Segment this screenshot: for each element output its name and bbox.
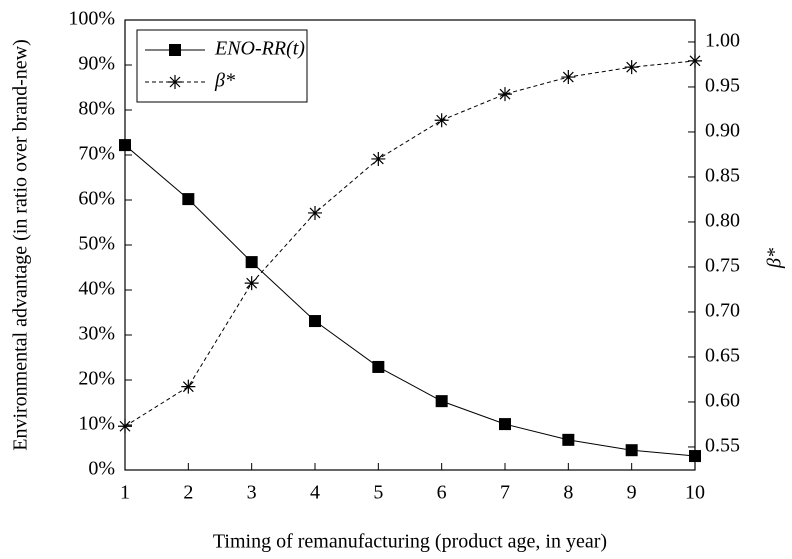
marker — [561, 70, 576, 85]
marker — [562, 433, 575, 446]
x-axis-label: Timing of remanufacturing (product age, … — [213, 531, 607, 553]
y2-tick-label: 0.75 — [705, 255, 740, 277]
marker — [498, 87, 512, 102]
marker — [308, 205, 322, 220]
legend-marker — [169, 44, 181, 56]
legend-marker — [168, 75, 182, 89]
marker — [244, 276, 259, 291]
y-tick-label: 80% — [78, 98, 115, 120]
x-tick-label: 6 — [437, 482, 447, 504]
marker — [182, 193, 195, 206]
y2-axis-label: β* — [764, 248, 786, 269]
y-tick-label: 40% — [78, 278, 115, 300]
marker — [372, 360, 385, 373]
y2-tick-label: 0.80 — [705, 210, 740, 232]
y-tick-label: 0% — [88, 458, 115, 480]
x-tick-label: 7 — [500, 482, 510, 504]
marker — [688, 53, 702, 68]
x-tick-label: 3 — [247, 482, 257, 504]
marker — [118, 419, 132, 434]
y-tick-label: 50% — [78, 233, 115, 255]
x-tick-label: 1 — [120, 482, 130, 504]
y2-tick-label: 0.85 — [705, 165, 740, 187]
marker — [371, 151, 386, 166]
y2-tick-label: 0.65 — [705, 345, 740, 367]
y-tick-label: 20% — [78, 368, 115, 390]
marker — [624, 60, 639, 75]
y-tick-label: 100% — [68, 8, 115, 30]
marker — [499, 418, 511, 431]
x-tick-label: 4 — [310, 482, 320, 504]
y-tick-label: 60% — [78, 188, 115, 210]
marker — [689, 450, 701, 463]
marker — [309, 315, 321, 328]
y2-tick-label: 1.00 — [705, 30, 740, 52]
marker — [245, 256, 258, 269]
legend-label: ENO-RR(t) — [214, 38, 305, 60]
x-tick-label: 5 — [373, 482, 383, 504]
y2-tick-label: 0.95 — [705, 75, 740, 97]
y2-tick-label: 0.60 — [705, 390, 740, 412]
x-tick-label: 2 — [183, 482, 193, 504]
y2-tick-label: 0.90 — [705, 120, 740, 142]
legend-label: β* — [214, 70, 235, 92]
x-tick-label: 10 — [685, 482, 705, 504]
series-line — [124, 60, 696, 427]
marker — [435, 395, 448, 408]
y-tick-label: 30% — [78, 323, 115, 345]
marker — [434, 113, 449, 128]
marker — [119, 139, 131, 152]
marker — [181, 379, 196, 394]
y-tick-label: 10% — [78, 413, 115, 435]
y-axis-label: Environmental advantage (in ratio over b… — [10, 39, 32, 451]
marker — [625, 444, 638, 457]
x-tick-label: 9 — [627, 482, 637, 504]
y-tick-label: 70% — [78, 143, 115, 165]
y-tick-label: 90% — [78, 53, 115, 75]
legend-box — [136, 29, 308, 103]
y2-tick-label: 0.70 — [705, 300, 740, 322]
series-line — [124, 144, 696, 457]
x-tick-label: 8 — [563, 482, 573, 504]
y2-tick-label: 0.55 — [705, 435, 740, 457]
